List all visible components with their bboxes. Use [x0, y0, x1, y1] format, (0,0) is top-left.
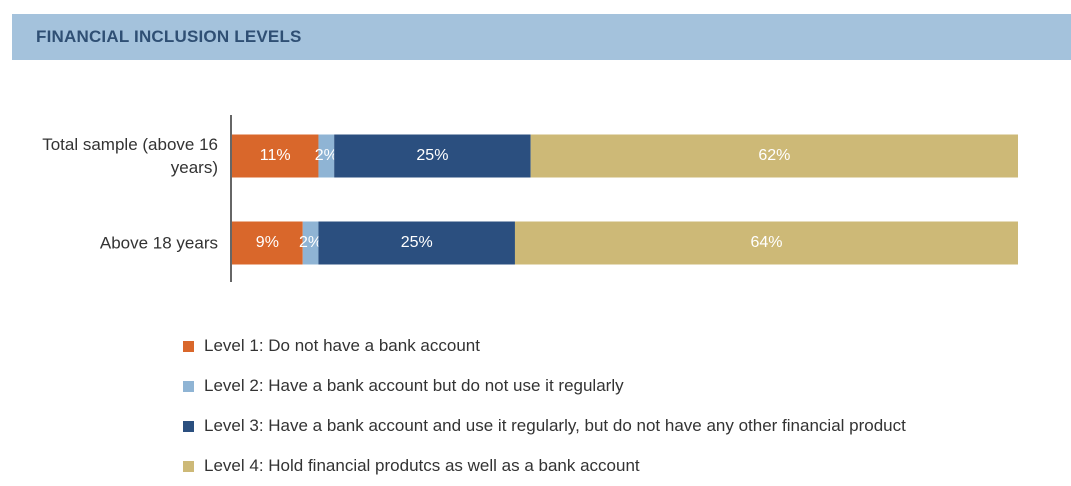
bar-segment: [530, 134, 1018, 178]
bar-segment: [514, 221, 1018, 265]
legend-item: Level 1: Do not have a bank account: [183, 326, 906, 366]
legend-item: Level 3: Have a bank account and use it …: [183, 406, 906, 446]
legend-swatch: [183, 420, 194, 432]
legend: Level 1: Do not have a bank account Level…: [183, 326, 906, 486]
chart: 11% 2% 25% 62% 9% 2% 25% 64%: [230, 115, 1018, 282]
category-label: Above 18 years: [99, 233, 218, 253]
value-label: 25%: [416, 147, 448, 164]
legend-item: Level 4: Hold financial produtcs as well…: [183, 446, 906, 486]
legend-label: Level 4: Hold financial produtcs as well…: [204, 456, 640, 475]
legend-label: Level 1: Do not have a bank account: [204, 336, 480, 355]
value-label: 2%: [299, 234, 322, 251]
value-label: 11%: [260, 147, 291, 164]
bar-segment: [302, 221, 319, 265]
bar-segment: [334, 134, 531, 178]
header-band: FINANCIAL INCLUSION LEVELS: [12, 14, 1071, 60]
legend-swatch: [183, 340, 194, 352]
value-label: 64%: [750, 234, 782, 251]
page: FINANCIAL INCLUSION LEVELS 11% 2% 25% 62% 9%…: [12, 14, 1071, 475]
legend-label: Level 3: Have a bank account and use it …: [204, 416, 906, 435]
value-label: 2%: [315, 147, 338, 164]
chart-title: FINANCIAL INCLUSION LEVELS: [36, 27, 302, 46]
bar-segment: [318, 221, 515, 265]
bar-segment: [318, 134, 335, 178]
category-label: Total sample (above 16 years): [42, 135, 218, 177]
value-label: 62%: [758, 147, 790, 164]
bar-segment: [232, 134, 319, 178]
legend-item: Level 2: Have a bank account but do not …: [183, 366, 906, 406]
legend-swatch: [183, 460, 194, 472]
value-label: 25%: [401, 234, 433, 251]
bar-segment: [232, 221, 303, 265]
legend-label: Level 2: Have a bank account but do not …: [204, 376, 624, 395]
value-label: 9%: [256, 234, 279, 251]
legend-swatch: [183, 380, 194, 392]
